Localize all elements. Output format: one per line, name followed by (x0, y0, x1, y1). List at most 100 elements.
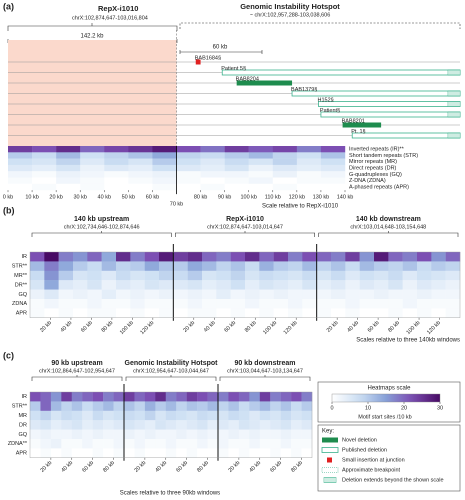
heatmap-cell (152, 146, 177, 153)
heatmap-cell (176, 392, 187, 402)
row-label: G-quadruplexes (GQ) (349, 172, 402, 178)
heatmap-cell (431, 308, 446, 318)
heatmap-cell (202, 280, 217, 290)
row-label: GQ (18, 292, 27, 298)
heatmap-cell (128, 171, 153, 178)
heatmap-cell (144, 252, 160, 262)
heatmap-cell (417, 252, 432, 262)
heatmap-cell (218, 448, 229, 458)
heatmap-cell (159, 280, 174, 290)
x-tick-label: 90 kb (218, 194, 231, 200)
row-label: Mirror repeats (MR) (349, 159, 397, 165)
repx-region (8, 40, 177, 146)
heatmap-cell (316, 280, 332, 290)
x-tick-label: 0 kb (3, 194, 13, 200)
heatmap-cell (197, 429, 208, 440)
window-coords: chrX:103,014,648-103,154,648 (350, 224, 426, 230)
x-tick-label: 60 kb (269, 460, 283, 474)
heatmap-cell (228, 410, 240, 421)
heatmap-cell (113, 420, 125, 430)
heatmap-cell (44, 261, 59, 271)
heatmap-cell (224, 183, 249, 191)
heatmap-cell (116, 252, 131, 262)
heatmap-cell (259, 429, 271, 440)
key-title: Key: (322, 429, 334, 435)
heatmap-cell (359, 299, 375, 309)
heatmap-cell (230, 299, 246, 309)
heatmap-cell (176, 164, 201, 172)
heatmap-cell (272, 158, 298, 166)
heatmap-cell (187, 308, 203, 318)
heatmap-cell (165, 392, 177, 402)
heatmap-cell (103, 420, 114, 430)
heatmap-cell (71, 429, 83, 440)
window-title: 90 kb upstream (51, 360, 102, 367)
heatmap-cell (56, 171, 81, 178)
heatmap-cell (374, 270, 389, 281)
heatmap-cell (130, 308, 145, 318)
heatmap-cell (155, 401, 166, 411)
row-label: DR** (15, 282, 28, 288)
heatmap-cell (128, 146, 153, 153)
heatmap-cell (316, 299, 332, 309)
heatmap-cell (402, 252, 418, 262)
heatmap-cell (144, 261, 160, 271)
heatmap-cell (124, 410, 135, 421)
heatmap-cell (431, 280, 446, 290)
heatmap-cell (30, 448, 41, 458)
heatmap-cell (187, 252, 203, 262)
heatmap-cell (200, 171, 225, 178)
heatmap-cell (280, 410, 292, 421)
heatmap-cell (296, 146, 322, 153)
heatmap-cell (58, 270, 74, 281)
heatmap-cell (197, 410, 208, 421)
deletion-label: Patient 5§ (221, 66, 246, 72)
heatmap-cell (273, 252, 289, 262)
heatmap-cell (259, 420, 271, 430)
heatmap-cell (230, 252, 246, 262)
heatmap-cell (345, 308, 360, 318)
heatmap-cell (431, 261, 446, 271)
heatmap-cell (296, 177, 322, 184)
heatmap-cell (30, 392, 41, 402)
heatmap-cell (431, 252, 446, 262)
heatmap-cell (71, 448, 83, 458)
heatmap-cell (124, 429, 135, 440)
heatmap-cell (101, 261, 117, 271)
x-tick-label: 70 kb (170, 201, 183, 207)
heatmap-cell (230, 261, 246, 271)
heatmap-cell (249, 439, 260, 449)
heatmap-cell (273, 261, 289, 271)
heatmap-cell (273, 270, 289, 281)
heatmap-cell (130, 289, 145, 300)
heatmap-cell (207, 429, 219, 440)
heatmap-cell (32, 164, 57, 172)
row-label: Direct repeats (DR) (349, 166, 397, 172)
deletion-label: BAB1379§ (291, 87, 317, 93)
heatmap-cell (374, 280, 389, 290)
heatmap-cell (44, 289, 59, 300)
heatmap-cell (92, 439, 104, 449)
heatmap-cell (331, 261, 346, 271)
span-label: 142.2 kb (80, 34, 104, 40)
heatmap-cell (58, 280, 74, 290)
heatmap-cell (128, 164, 153, 172)
heatmap-cell (155, 439, 166, 449)
heatmap-cell (144, 410, 156, 421)
heatmap-cell (92, 392, 104, 402)
heatmap-cell (159, 270, 174, 281)
x-tick-label: 40 kb (98, 194, 111, 200)
heatmap-cell (417, 261, 432, 271)
heatmap-cell (259, 410, 271, 421)
heatmap-cell (165, 448, 177, 458)
heatmap-cell (270, 448, 281, 458)
row-label: ZDNA (12, 301, 27, 307)
heatmap-cell (101, 299, 117, 309)
heatmap-cell (228, 401, 240, 411)
heatmap-cell (345, 299, 360, 309)
heatmap-cell (207, 410, 219, 421)
colorbar (331, 393, 441, 403)
window-bracket (31, 375, 123, 381)
heatmap-cell (228, 392, 240, 402)
